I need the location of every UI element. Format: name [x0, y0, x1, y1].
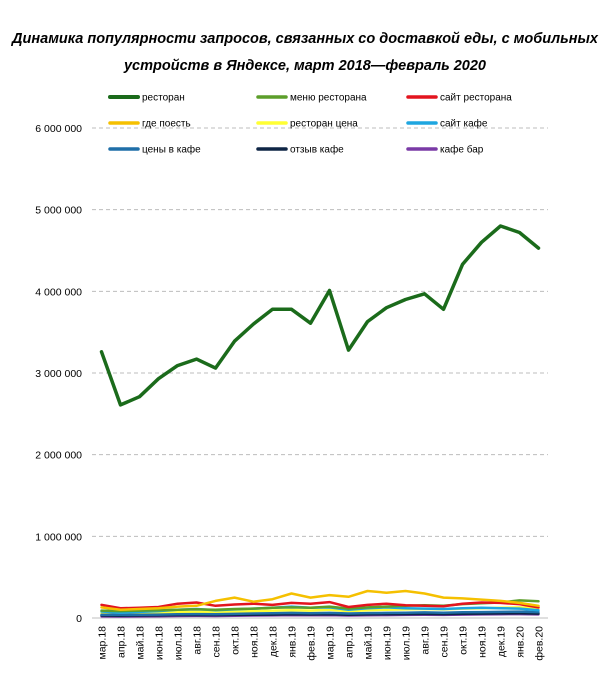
x-tick-label: фев.19: [306, 626, 318, 661]
x-tick-label: ноя.19: [477, 626, 489, 658]
x-tick-label: июл.19: [401, 626, 413, 660]
y-tick-label: 1 000 000: [35, 531, 82, 543]
y-tick-label: 0: [76, 613, 82, 625]
x-tick-label: окт.19: [458, 626, 470, 655]
series-line-2: [100, 600, 540, 610]
series-line-0: [99, 224, 541, 407]
x-tick-label: июн.19: [382, 626, 394, 660]
y-tick-label: 6 000 000: [35, 123, 82, 135]
x-tick-label: май.18: [135, 626, 147, 660]
x-tick-label: авг.19: [420, 626, 432, 655]
legend-label: ресторан: [142, 93, 185, 104]
x-tick-label: мар.19: [325, 626, 337, 660]
grid-lines: [92, 127, 548, 619]
legend-label: цены в кафе: [142, 144, 201, 156]
legend-label: меню ресторана: [290, 93, 367, 104]
y-tick-label: 2 000 000: [35, 450, 82, 462]
y-axis-ticks: 0 1 000 000 2 000 000 3 000 000 4 000 000 5 0…: [35, 123, 82, 625]
chart-title-line1: Динамика популярности запросов, связанны…: [12, 31, 598, 47]
series-lines: [99, 224, 541, 618]
series-line-6: [100, 610, 540, 617]
x-tick-label: апр.18: [116, 626, 128, 658]
x-tick-label: ноя.18: [249, 626, 261, 658]
x-tick-label: июн.18: [154, 626, 166, 660]
legend-label: где поесть: [142, 119, 191, 130]
x-tick-label: дек.19: [496, 626, 508, 657]
y-tick-label: 4 000 000: [35, 286, 82, 298]
legend-label: кафе бар: [440, 144, 484, 156]
x-tick-label: сен.18: [211, 626, 223, 658]
legend-label: сайт ресторана: [440, 93, 512, 104]
series-line-3: [100, 589, 540, 612]
x-axis-ticks: мар.18 апр.18 май.18 июн.18 июл.18 авг.18 сен.…: [97, 626, 546, 661]
x-tick-label: янв.20: [515, 626, 527, 658]
chart-title-line2: устройств в Яндексе, март 2018—февраль 2…: [123, 58, 486, 74]
x-tick-label: мар.18: [97, 626, 109, 660]
x-tick-label: фев.20: [534, 626, 546, 661]
x-tick-label: май.19: [363, 626, 375, 660]
x-tick-label: окт.18: [230, 626, 242, 655]
x-tick-label: апр.19: [344, 626, 356, 658]
x-tick-label: сен.19: [439, 626, 451, 658]
legend-label: ресторан цена: [290, 119, 358, 130]
legend-label: сайт кафе: [440, 118, 488, 130]
x-tick-label: дек.18: [268, 626, 280, 657]
x-tick-label: июл.18: [173, 626, 185, 660]
x-tick-label: авг.18: [192, 626, 204, 655]
y-tick-label: 3 000 000: [35, 368, 82, 380]
x-tick-label: янв.19: [287, 626, 299, 658]
y-tick-label: 5 000 000: [35, 205, 82, 217]
legend-label: отзыв кафе: [290, 144, 344, 156]
chart-title: Динамика популярности запросов, связанны…: [0, 26, 610, 80]
legend: ресторан меню ресторана сайт ресторана где …: [108, 93, 512, 156]
